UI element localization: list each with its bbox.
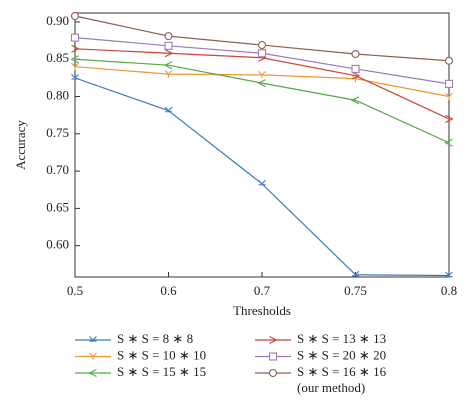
point — [351, 49, 360, 59]
point — [444, 56, 454, 65]
x-tick-label: 0.5 — [67, 283, 83, 298]
point — [351, 270, 360, 277]
y-tick-label: 0.90 — [46, 13, 69, 28]
legend-item: S ∗ S = 16 ∗ 16(our method) — [255, 364, 387, 395]
legend-item: S ∗ S = 20 ∗ 20 — [255, 347, 386, 362]
point — [257, 41, 267, 50]
legend-item: S ∗ S = 8 ∗ 8 — [75, 331, 193, 346]
legend-marker — [89, 336, 97, 342]
legend-item: S ∗ S = 15 ∗ 15 — [75, 364, 206, 379]
point — [71, 62, 79, 71]
point — [164, 49, 174, 58]
y-tick-label: 0.75 — [46, 125, 69, 140]
point — [164, 41, 173, 50]
legend-marker — [89, 352, 97, 360]
y-tick-label: 0.60 — [46, 237, 69, 252]
legend-label: S ∗ S = 8 ∗ 8 — [117, 331, 193, 346]
point — [70, 55, 79, 64]
point — [351, 64, 360, 73]
x-tick-label: 0.8 — [441, 283, 457, 298]
legend-marker — [268, 368, 278, 378]
point — [444, 79, 454, 88]
x-tick-label: 0.7 — [254, 283, 271, 298]
point — [445, 92, 453, 101]
legend-label: S ∗ S = 10 ∗ 10 — [117, 347, 206, 362]
x-tick-label: 0.6 — [160, 283, 177, 298]
x-tick-label: 0.75 — [344, 283, 367, 298]
point — [70, 11, 80, 21]
legend-label: S ∗ S = 16 ∗ 16 — [297, 364, 387, 379]
y-tick-label: 0.80 — [46, 88, 69, 103]
legend-item: S ∗ S = 13 ∗ 13 — [255, 331, 386, 346]
point — [444, 138, 453, 147]
legend-note: (our method) — [297, 380, 365, 395]
legend-label: S ∗ S = 13 ∗ 13 — [297, 331, 386, 346]
point — [257, 49, 267, 58]
point — [163, 61, 173, 70]
legend-marker — [269, 336, 278, 344]
point — [445, 271, 453, 278]
point — [258, 179, 266, 186]
legend-label: S ∗ S = 20 ∗ 20 — [297, 347, 386, 362]
point — [164, 32, 173, 41]
legend-item: S ∗ S = 10 ∗ 10 — [75, 347, 206, 362]
point — [70, 33, 80, 42]
point — [71, 73, 79, 80]
point — [71, 44, 80, 53]
y-tick-label: 0.65 — [46, 199, 69, 214]
x-axis-label: Thresholds — [233, 303, 291, 318]
point — [350, 96, 360, 105]
legend-label: S ∗ S = 15 ∗ 15 — [117, 364, 206, 379]
legend-marker — [268, 352, 278, 361]
legend-marker — [88, 369, 97, 377]
point — [258, 71, 266, 79]
point — [445, 114, 454, 123]
y-tick-label: 0.85 — [46, 50, 69, 65]
series-line — [74, 77, 450, 277]
point — [351, 71, 361, 80]
point — [164, 70, 173, 78]
y-axis-label: Accuracy — [13, 120, 28, 170]
point — [257, 79, 266, 88]
point — [164, 106, 173, 113]
y-tick-label: 0.70 — [46, 162, 69, 177]
series-line — [74, 58, 450, 144]
series-line — [74, 48, 450, 120]
